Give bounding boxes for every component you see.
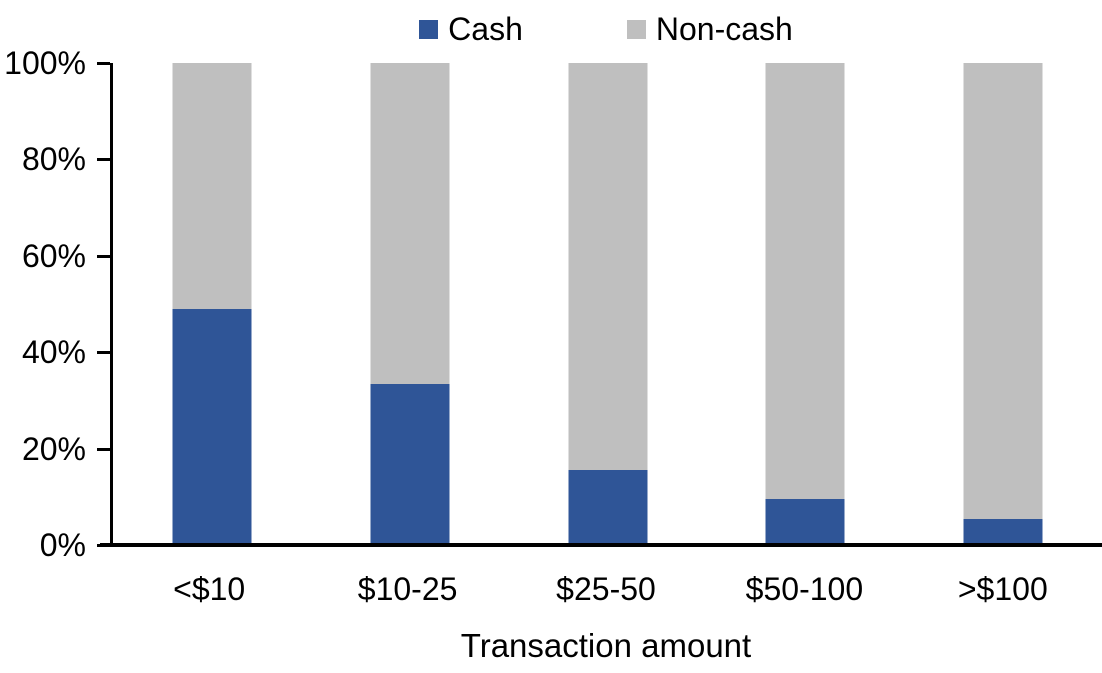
y-tick-mark (97, 351, 110, 355)
x-tick-label: >$100 (957, 571, 1048, 607)
bar-segment-non-cash (765, 63, 845, 500)
y-tick-label: 0% (39, 527, 86, 563)
y-tick-mark (97, 62, 110, 65)
y-tick-mark (97, 447, 110, 451)
stacked-bar (963, 63, 1043, 545)
bar-segment-cash (568, 470, 647, 545)
y-tick-mark (97, 254, 110, 258)
x-axis-line (100, 543, 1102, 547)
stacked-bar (370, 63, 450, 545)
stacked-bar (765, 63, 845, 545)
legend: Cash Non-cash (110, 11, 1102, 47)
x-axis-labels: <$10 $10-25 $25-50 $50-100 >$100 (110, 571, 1102, 612)
y-axis-labels: 0% 20% 40% 60% 80% 100% (0, 47, 86, 561)
y-tick-label: 80% (21, 141, 86, 178)
legend-swatch-noncash (626, 20, 646, 40)
y-tick-mark (97, 158, 110, 162)
y-tick-label: 60% (21, 237, 86, 274)
y-tick-label: 40% (21, 334, 86, 371)
legend-item-noncash: Non-cash (626, 11, 793, 47)
y-tick-label: 20% (21, 430, 86, 467)
x-tick-label: $10-25 (357, 571, 458, 607)
plot-area (110, 63, 1102, 545)
bar-segment-non-cash (963, 63, 1043, 519)
legend-label-noncash: Non-cash (655, 11, 793, 47)
bar-segment-non-cash (370, 63, 450, 384)
bar-segment-non-cash (172, 63, 252, 309)
x-axis-title: Transaction amount (460, 627, 752, 664)
y-tick-marks (97, 62, 110, 547)
legend-item-cash: Cash (419, 11, 523, 47)
bar-segment-cash (370, 383, 450, 545)
stacked-bar (172, 63, 252, 545)
x-tick-label: $25-50 (556, 571, 656, 607)
bar-segment-cash (172, 308, 252, 545)
bar-segment-non-cash (568, 63, 647, 471)
bar-segment-cash (963, 518, 1043, 545)
y-tick-label: 100% (4, 45, 86, 81)
x-tick-label: <$10 (173, 571, 246, 607)
legend-swatch-cash (419, 20, 439, 40)
legend-label-cash: Cash (448, 11, 523, 47)
bar-segment-cash (765, 499, 845, 545)
stacked-bar (568, 63, 647, 545)
x-tick-label: $50-100 (745, 571, 864, 607)
